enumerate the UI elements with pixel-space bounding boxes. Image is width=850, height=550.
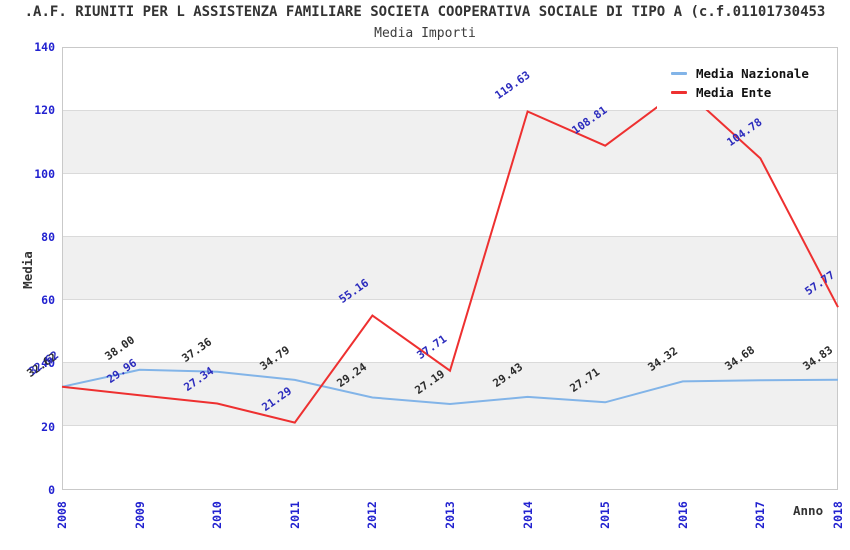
legend-label: Media Nazionale	[696, 66, 809, 81]
gridline	[63, 362, 837, 363]
x-tick-label: 2016	[675, 501, 690, 529]
y-tick-label: 40	[41, 356, 55, 371]
gridline	[63, 173, 837, 174]
x-tick-label: 2017	[753, 501, 768, 529]
x-tick-label: 2010	[210, 501, 225, 529]
y-tick-label: 120	[34, 103, 55, 118]
x-tick-label: 2008	[55, 501, 69, 529]
x-tick-label: 2015	[598, 501, 613, 529]
chart-subtitle: Media Importi	[374, 26, 476, 41]
legend-label: Media Ente	[696, 85, 772, 100]
legend: Media Nazionale Media Ente	[657, 56, 815, 110]
plot-band	[63, 363, 837, 426]
x-axis-title: Anno	[793, 503, 824, 518]
legend-item: Media Nazionale	[671, 64, 815, 83]
legend-item: Media Ente	[671, 83, 815, 102]
plot-band	[63, 237, 837, 300]
plot-band	[63, 426, 837, 489]
gridline	[63, 299, 837, 300]
chart-title: .A.F. RIUNITI PER L ASSISTENZA FAMILIARE…	[24, 4, 826, 20]
plot-band	[63, 174, 837, 237]
gridline	[63, 236, 837, 237]
plot-area	[62, 47, 838, 490]
x-tick-label: 2009	[132, 501, 147, 529]
x-tick-label: 2014	[520, 501, 535, 529]
legend-line-icon	[671, 91, 687, 94]
x-tick-label: 2011	[287, 501, 302, 529]
x-tick-label: 2013	[443, 501, 457, 529]
gridline	[63, 425, 837, 426]
gridline	[63, 110, 837, 111]
y-tick-label: 80	[41, 229, 55, 244]
y-tick-label: 140	[34, 40, 55, 54]
y-axis-title: Media	[20, 251, 35, 289]
legend-line-icon	[671, 72, 687, 75]
y-tick-label: 60	[41, 293, 55, 308]
y-tick-label: 100	[34, 166, 55, 181]
x-tick-label: 2012	[365, 501, 380, 529]
plot-band	[63, 111, 837, 174]
x-tick-label: 2018	[831, 501, 845, 529]
y-tick-label: 20	[41, 419, 55, 434]
y-tick-label: 0	[48, 483, 55, 497]
